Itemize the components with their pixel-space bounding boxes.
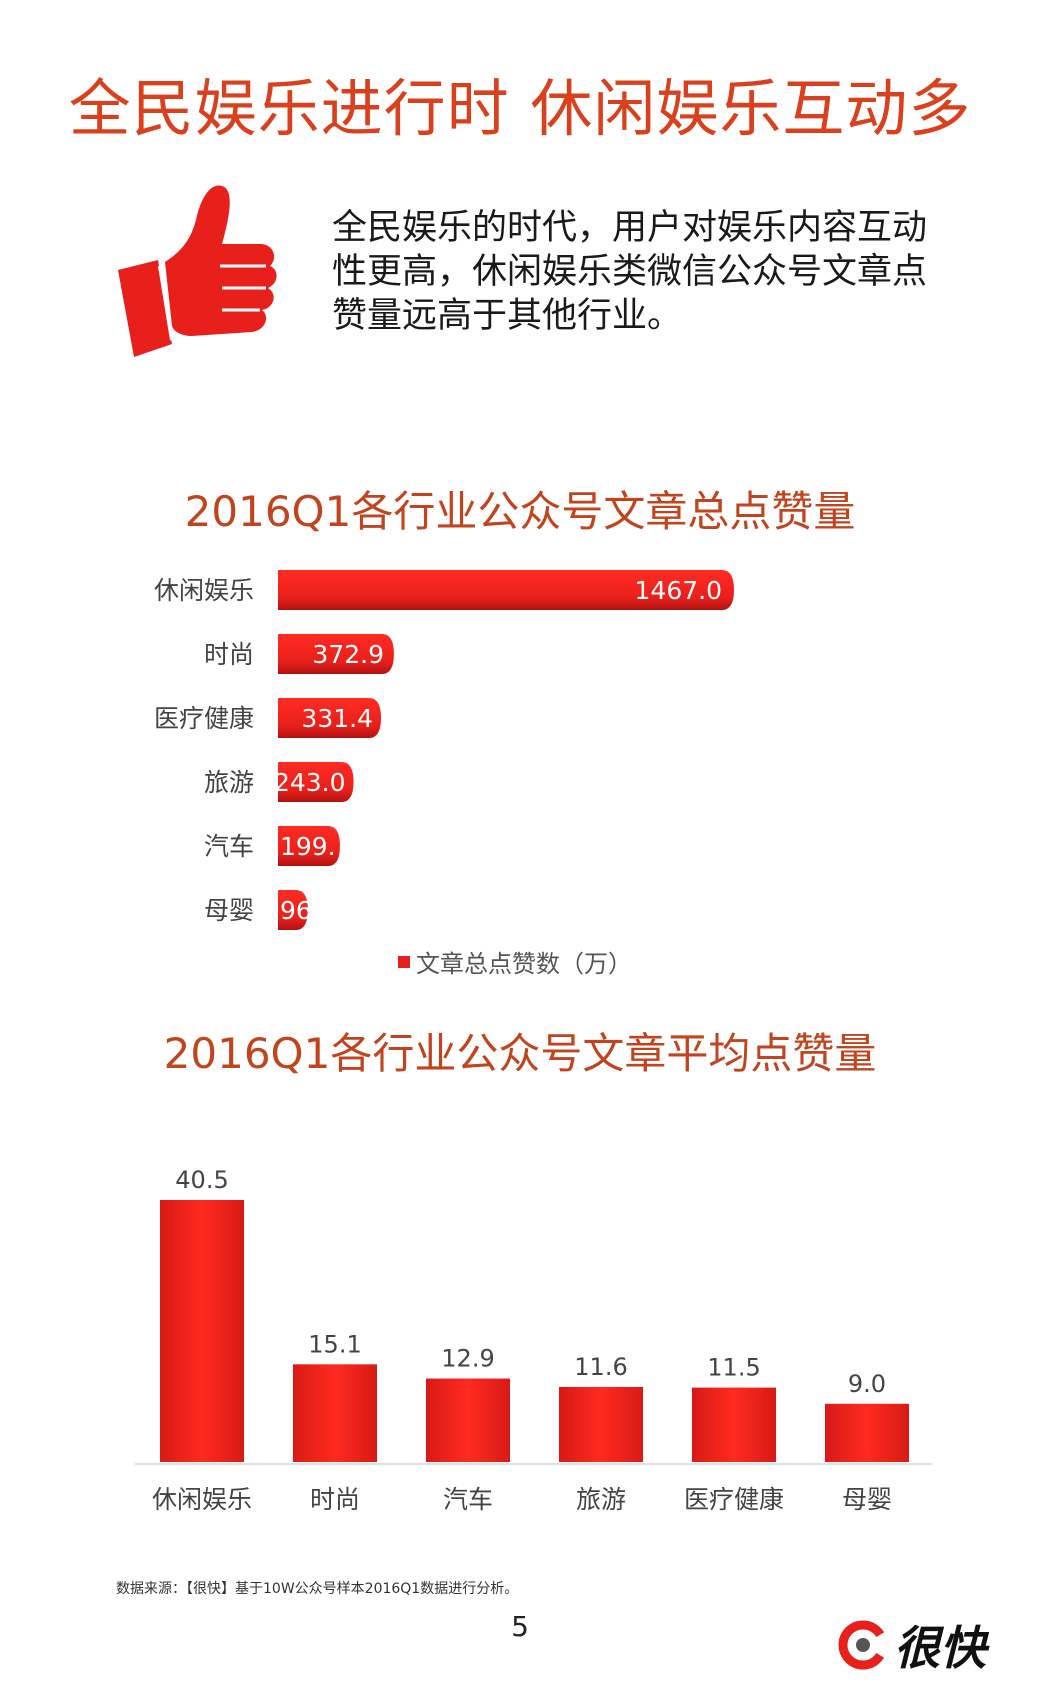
value-label: 12.9: [441, 1345, 494, 1373]
value-label: 1467.0: [635, 576, 722, 605]
chart-title-total: 2016Q1各行业公众号文章总点赞量: [184, 487, 856, 536]
category-label: 时尚: [310, 1485, 360, 1514]
category-label: 时尚: [204, 640, 254, 669]
bar: [559, 1386, 643, 1462]
bar: [278, 762, 354, 802]
chart-title-average: 2016Q1各行业公众号文章平均点赞量: [163, 1029, 877, 1078]
value-label: 11.6: [574, 1353, 627, 1381]
value-label: 331.4: [301, 704, 373, 733]
bar: [825, 1403, 909, 1462]
category-label: 汽车: [204, 832, 254, 861]
category-label: 旅游: [204, 768, 254, 797]
bar: [692, 1387, 776, 1462]
category-label: 母婴: [842, 1485, 892, 1514]
bar: [278, 890, 308, 930]
logo-icon: [838, 1620, 888, 1670]
average-likes-bar-chart: 40.5 休闲娱乐 15.1 时尚 12.9 汽车 11.6 旅游 11.5 医疗健康 9.0 母婴: [135, 1166, 932, 1514]
value-label: 40.5: [175, 1166, 228, 1194]
category-label: 休闲娱乐: [154, 576, 254, 605]
page-title: 全民娱乐进行时 休闲娱乐互动多: [68, 72, 972, 145]
logo-text: 很快: [894, 1621, 986, 1675]
bar: [160, 1200, 244, 1462]
category-label: 医疗健康: [154, 704, 254, 733]
category-label: 旅游: [576, 1485, 626, 1514]
total-likes-bar-chart: 休闲娱乐 1467.0 时尚 372.9 医疗健康 331.4 旅游 243.0 汽车 199. 母…: [154, 570, 734, 930]
intro-text: 全民娱乐的时代，用户对娱乐内容互动性更高，休闲娱乐类微信公众号文章点赞量远高于其…: [332, 208, 928, 336]
value-label: 243.0: [274, 768, 346, 797]
bar: [278, 698, 382, 738]
brand-logo: 很快: [838, 1612, 986, 1678]
legend-swatch: [398, 955, 410, 968]
bar: [426, 1378, 510, 1462]
bar: [293, 1364, 377, 1462]
bar: [278, 570, 734, 610]
value-label: 11.5: [707, 1354, 760, 1382]
thumbs-up-icon: [118, 185, 277, 357]
bar: [278, 634, 394, 674]
page-number: 5: [511, 1610, 529, 1643]
value-label: 199.: [280, 832, 336, 861]
value-label: 372.9: [312, 640, 384, 669]
bar: [278, 826, 340, 866]
data-source-note: 数据来源：【很快】基于10W公众号样本2016Q1数据进行分析。: [116, 1581, 519, 1597]
value-label: 15.1: [308, 1330, 361, 1358]
category-label: 休闲娱乐: [152, 1485, 252, 1514]
legend-label: 文章总点赞数（万）: [416, 950, 632, 978]
value-label: 9.0: [848, 1370, 886, 1398]
chart-legend: 文章总点赞数（万）: [398, 944, 632, 979]
value-label: 96: [280, 896, 312, 925]
category-label: 汽车: [443, 1485, 493, 1514]
category-label: 母婴: [204, 896, 254, 925]
category-label: 医疗健康: [684, 1485, 784, 1514]
